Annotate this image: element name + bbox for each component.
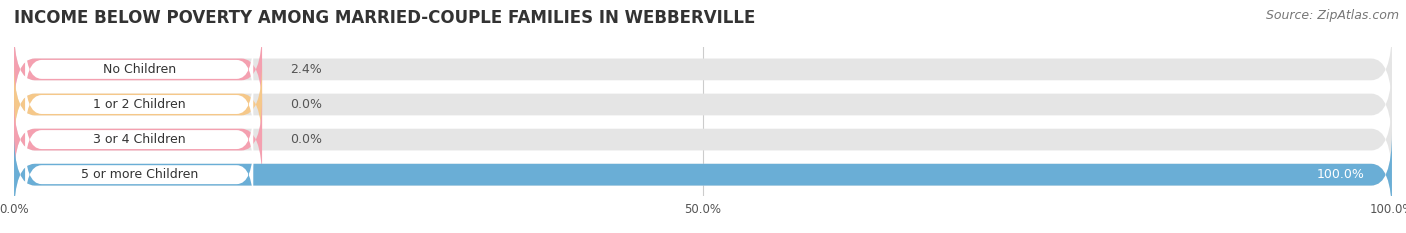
FancyBboxPatch shape (25, 72, 253, 137)
Text: INCOME BELOW POVERTY AMONG MARRIED-COUPLE FAMILIES IN WEBBERVILLE: INCOME BELOW POVERTY AMONG MARRIED-COUPL… (14, 9, 755, 27)
FancyBboxPatch shape (14, 28, 262, 111)
FancyBboxPatch shape (25, 107, 253, 172)
FancyBboxPatch shape (14, 28, 1392, 111)
FancyBboxPatch shape (14, 98, 262, 181)
FancyBboxPatch shape (14, 133, 1392, 216)
FancyBboxPatch shape (25, 37, 253, 102)
FancyBboxPatch shape (14, 63, 262, 146)
FancyBboxPatch shape (14, 98, 1392, 181)
Text: 1 or 2 Children: 1 or 2 Children (93, 98, 186, 111)
Text: Source: ZipAtlas.com: Source: ZipAtlas.com (1265, 9, 1399, 22)
Text: 0.0%: 0.0% (290, 98, 322, 111)
Text: No Children: No Children (103, 63, 176, 76)
Text: 5 or more Children: 5 or more Children (80, 168, 198, 181)
Text: 100.0%: 100.0% (1316, 168, 1364, 181)
Text: 0.0%: 0.0% (290, 133, 322, 146)
FancyBboxPatch shape (14, 133, 1392, 216)
Text: 2.4%: 2.4% (290, 63, 322, 76)
Text: 3 or 4 Children: 3 or 4 Children (93, 133, 186, 146)
FancyBboxPatch shape (25, 142, 253, 207)
FancyBboxPatch shape (14, 63, 1392, 146)
